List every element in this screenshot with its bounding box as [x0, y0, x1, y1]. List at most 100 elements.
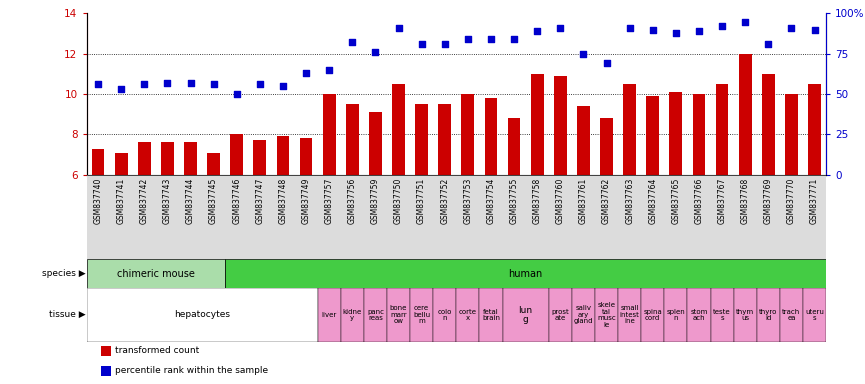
Bar: [248, 175, 272, 259]
Text: colo
n: colo n: [438, 309, 452, 321]
Text: percentile rank within the sample: percentile rank within the sample: [114, 366, 268, 376]
Bar: [277, 136, 289, 175]
Bar: [230, 134, 243, 175]
Text: GSM837740: GSM837740: [93, 177, 103, 223]
Text: GSM837749: GSM837749: [302, 177, 311, 223]
Bar: [225, 259, 826, 288]
Text: GSM837763: GSM837763: [625, 177, 634, 223]
Bar: [208, 152, 220, 175]
Bar: [439, 104, 451, 175]
Point: [114, 86, 128, 92]
Text: cere
bellu
m: cere bellu m: [413, 305, 430, 324]
Bar: [462, 94, 474, 175]
Bar: [433, 175, 457, 259]
Bar: [688, 288, 710, 342]
Text: thyro
id: thyro id: [759, 309, 778, 321]
Text: thym
us: thym us: [736, 309, 754, 321]
Bar: [415, 104, 428, 175]
Point: [599, 60, 613, 66]
Bar: [433, 288, 457, 342]
Text: saliv
ary
gland: saliv ary gland: [573, 305, 593, 324]
Text: panc
reas: panc reas: [367, 309, 384, 321]
Bar: [670, 92, 682, 175]
Point: [138, 81, 151, 88]
Point: [692, 28, 706, 34]
Text: GSM837753: GSM837753: [464, 177, 472, 223]
Text: small
intest
ine: small intest ine: [619, 305, 639, 324]
Text: stom
ach: stom ach: [690, 309, 708, 321]
Bar: [86, 175, 110, 259]
Text: corte
x: corte x: [458, 309, 477, 321]
Bar: [808, 84, 821, 175]
Bar: [577, 106, 590, 175]
Bar: [369, 112, 381, 175]
Text: liver: liver: [322, 312, 336, 318]
Text: human: human: [509, 268, 542, 279]
Text: fetal
brain: fetal brain: [482, 309, 500, 321]
Bar: [457, 175, 479, 259]
Bar: [618, 288, 641, 342]
Text: GSM837748: GSM837748: [279, 177, 287, 223]
Text: GSM837770: GSM837770: [787, 177, 796, 223]
Point: [530, 28, 544, 34]
Bar: [693, 94, 705, 175]
Point: [761, 41, 775, 47]
Bar: [734, 175, 757, 259]
Point: [738, 18, 752, 25]
Bar: [101, 346, 111, 356]
Bar: [392, 84, 405, 175]
Bar: [410, 175, 433, 259]
Bar: [531, 74, 543, 175]
Bar: [572, 175, 595, 259]
Point: [669, 30, 682, 36]
Text: transformed count: transformed count: [114, 346, 199, 356]
Bar: [641, 175, 664, 259]
Bar: [138, 142, 151, 175]
Text: hepatocytes: hepatocytes: [174, 310, 230, 319]
Text: chimeric mouse: chimeric mouse: [117, 268, 195, 279]
Text: spina
cord: spina cord: [644, 309, 662, 321]
Bar: [803, 288, 826, 342]
Point: [345, 40, 359, 46]
Bar: [554, 76, 567, 175]
Bar: [664, 288, 688, 342]
Text: GSM837760: GSM837760: [556, 177, 565, 223]
Bar: [734, 288, 757, 342]
Text: GSM837771: GSM837771: [810, 177, 819, 223]
Bar: [86, 288, 317, 342]
Bar: [503, 175, 526, 259]
Bar: [86, 259, 225, 288]
Point: [808, 26, 822, 33]
Point: [715, 23, 729, 30]
Bar: [179, 175, 202, 259]
Text: GSM837762: GSM837762: [602, 177, 611, 223]
Text: GSM837743: GSM837743: [163, 177, 172, 223]
Text: teste
s: teste s: [714, 309, 731, 321]
Point: [368, 49, 382, 55]
Bar: [526, 175, 548, 259]
Text: GSM837766: GSM837766: [695, 177, 703, 223]
Bar: [253, 141, 266, 175]
Point: [183, 80, 197, 86]
Bar: [387, 288, 410, 342]
Text: GSM837751: GSM837751: [417, 177, 426, 223]
Text: GSM837745: GSM837745: [209, 177, 218, 223]
Bar: [184, 142, 197, 175]
Text: uteru
s: uteru s: [805, 309, 824, 321]
Bar: [110, 175, 132, 259]
Bar: [624, 84, 636, 175]
Text: GSM837767: GSM837767: [718, 177, 727, 223]
Point: [414, 41, 428, 47]
Point: [554, 25, 567, 31]
Text: splen
n: splen n: [666, 309, 685, 321]
Bar: [618, 175, 641, 259]
Text: GSM837764: GSM837764: [648, 177, 657, 223]
Text: lun
g: lun g: [518, 306, 533, 324]
Bar: [225, 175, 248, 259]
Text: GSM837752: GSM837752: [440, 177, 449, 223]
Bar: [341, 288, 364, 342]
Bar: [664, 175, 688, 259]
Bar: [457, 288, 479, 342]
Bar: [710, 175, 734, 259]
Bar: [595, 175, 618, 259]
